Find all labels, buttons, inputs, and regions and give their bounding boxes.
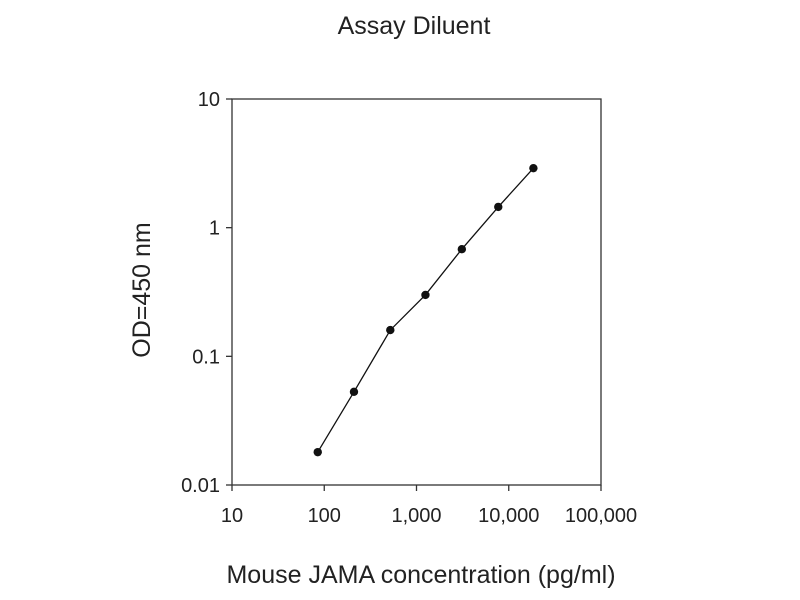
y-axis: 0.01 0.1 1 10 bbox=[181, 89, 232, 497]
x-tick-label: 100,000 bbox=[565, 505, 637, 527]
data-point bbox=[457, 245, 467, 254]
x-axis-label: Mouse JAMA concentration (pg/ml) bbox=[226, 561, 615, 589]
y-tick-label: 1 bbox=[209, 218, 220, 240]
data-point bbox=[421, 290, 430, 300]
plot-frame bbox=[231, 98, 602, 486]
plot-border bbox=[231, 98, 602, 486]
x-tick-label: 10,000 bbox=[478, 505, 539, 527]
data-point bbox=[494, 202, 503, 212]
y-tick-label: 0.1 bbox=[192, 346, 220, 368]
series-line bbox=[317, 167, 534, 453]
chart-title: Assay Diluent bbox=[338, 12, 491, 40]
series-layer bbox=[313, 163, 538, 457]
x-tick-label: 100 bbox=[308, 505, 341, 527]
data-point bbox=[313, 447, 322, 457]
data-point bbox=[349, 387, 359, 397]
data-point bbox=[386, 325, 395, 335]
y-tick-label: 0.01 bbox=[181, 475, 220, 497]
x-tick-label: 10 bbox=[221, 505, 243, 527]
y-tick-label: 10 bbox=[198, 89, 220, 111]
data-point bbox=[529, 163, 538, 173]
y-axis-label: OD=450 nm bbox=[128, 222, 156, 358]
x-tick-label: 1,000 bbox=[391, 505, 441, 527]
x-axis: 10 100 1,000 10,000 100,000 bbox=[221, 485, 637, 527]
